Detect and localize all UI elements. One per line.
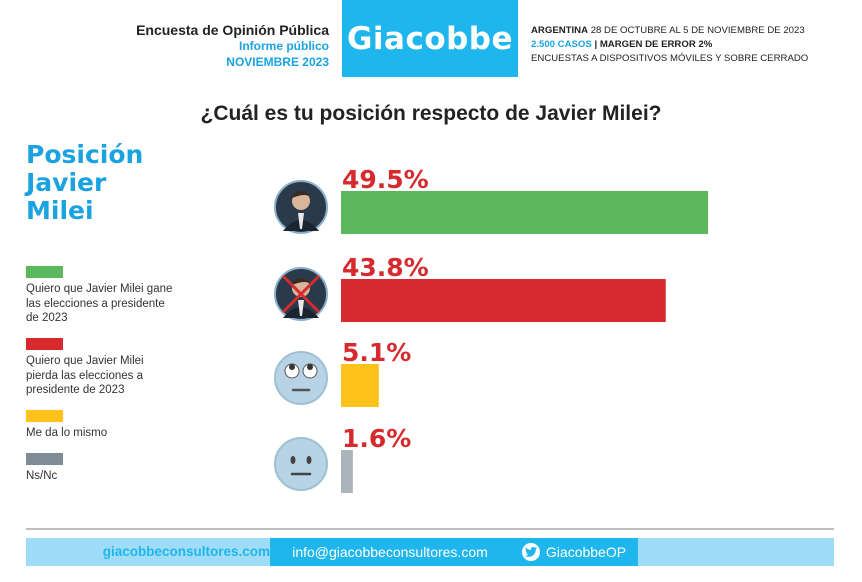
hair (290, 278, 313, 286)
side-title-line: Milei (26, 196, 94, 225)
website-link[interactable]: giacobbeconsultores.com (102, 544, 270, 559)
eye (290, 456, 296, 464)
legend-swatch (26, 338, 63, 350)
header-right: ARGENTINA 28 DE OCTUBRE AL 5 DE NOVIEMBR… (531, 24, 808, 66)
legend-item: Me da lo mismo (26, 410, 176, 441)
survey-method: ENCUESTAS A DISPOSITIVOS MÓVILES Y SOBRE… (531, 53, 809, 64)
data-label: 1.6% (342, 424, 411, 453)
separator: | (591, 39, 600, 50)
legend-swatch (26, 410, 63, 422)
report-date: NOVIEMBRE 2023 (226, 55, 329, 69)
neutral-face-emoji-icon (274, 437, 328, 491)
twitter-link[interactable]: GiacobbeOP (510, 538, 638, 566)
data-label: 49.5% (342, 165, 429, 194)
legend-label: Quiero que Javier Milei gane las eleccio… (26, 283, 173, 324)
milei-photo-icon (274, 180, 328, 234)
data-label: 5.1% (342, 338, 411, 367)
brand-name: Giacobbe (346, 20, 514, 57)
legend-item: Quiero que Javier Milei pierda las elecc… (26, 338, 176, 398)
legend-label: Ns/Nc (26, 470, 58, 482)
eye-roll-emoji-icon (274, 351, 328, 405)
date-range: 28 DE OCTUBRE AL 5 DE NOVIEMBRE DE 2023 (588, 25, 805, 36)
header-left: Encuesta de Opinión Pública Informe públ… (136, 22, 329, 70)
bar (341, 364, 379, 407)
pupil (307, 364, 313, 370)
side-title-line: Javier (26, 168, 107, 197)
eye (306, 456, 312, 464)
sample-size: 2.500 CASOS (531, 39, 592, 50)
bar (341, 279, 666, 322)
pupil (289, 364, 295, 370)
twitter-icon (521, 543, 540, 561)
survey-title: Encuesta de Opinión Pública (136, 22, 329, 38)
footer-bar: giacobbeconsultores.com info@giacobbecon… (26, 538, 834, 566)
report-type: Informe público (239, 39, 329, 53)
data-label: 43.8% (342, 253, 429, 282)
survey-sample: 2.500 CASOS | MARGEN DE ERROR 2% (531, 38, 808, 52)
shirt (298, 300, 304, 316)
legend-item: Quiero que Javier Milei gane las eleccio… (26, 266, 176, 326)
emoji-face (274, 437, 328, 491)
twitter-handle: GiacobbeOP (545, 544, 627, 560)
survey-dates: ARGENTINA 28 DE OCTUBRE AL 5 DE NOVIEMBR… (531, 24, 808, 38)
chart-question: ¿Cuál es tu posición respecto de Javier … (200, 102, 662, 125)
shirt (298, 213, 304, 229)
cross-line (281, 274, 321, 314)
error-margin: MARGEN DE ERROR 2% (599, 39, 713, 50)
legend-label: Me da lo mismo (26, 427, 108, 439)
footer-divider (26, 528, 834, 530)
side-title: Posición Javier Milei (26, 141, 143, 225)
face (292, 192, 310, 210)
bar (341, 191, 708, 234)
email-link[interactable]: info@giacobbeconsultores.com (270, 538, 510, 566)
legend-label: Quiero que Javier Milei pierda las elecc… (26, 355, 144, 396)
face (292, 279, 310, 297)
legend-item: Ns/Nc (26, 453, 176, 484)
side-title-line: Posición (26, 140, 144, 169)
legend-swatch (26, 266, 63, 278)
emoji-face (274, 351, 328, 405)
country: ARGENTINA (531, 25, 589, 36)
hair (290, 191, 313, 199)
bar (341, 450, 353, 493)
bar-chart: 49.5% 43.8% 5.1% 1.6% (274, 165, 708, 493)
milei-crossed-photo-icon (274, 267, 328, 321)
legend-swatch (26, 453, 63, 465)
brand-logo: Giacobbe (342, 0, 518, 77)
